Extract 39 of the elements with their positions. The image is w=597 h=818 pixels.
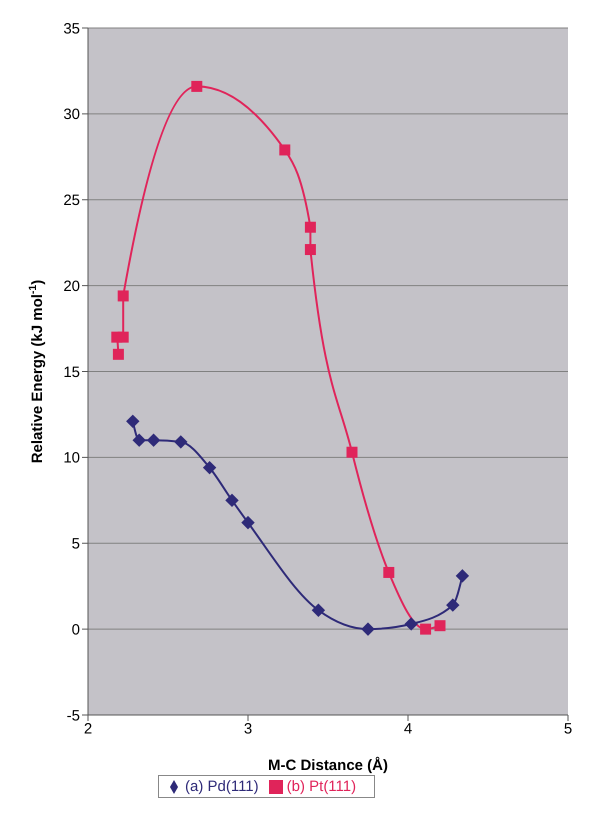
point bbox=[404, 617, 418, 630]
x-tick-label: 3 bbox=[244, 720, 252, 738]
y-tick-label: 25 bbox=[63, 192, 80, 210]
point bbox=[279, 144, 290, 156]
point bbox=[191, 80, 202, 92]
y-tick-label: -5 bbox=[66, 707, 80, 724]
point bbox=[242, 516, 254, 530]
point bbox=[362, 622, 374, 636]
legend-label: (a) Pd(111) bbox=[185, 778, 259, 795]
point bbox=[456, 569, 469, 582]
point bbox=[126, 414, 140, 428]
point bbox=[346, 446, 358, 458]
point bbox=[434, 620, 446, 632]
y-tick-label: 5 bbox=[72, 536, 80, 553]
point bbox=[446, 598, 460, 612]
point bbox=[174, 435, 188, 448]
point bbox=[304, 222, 316, 233]
y-tick-label: 15 bbox=[63, 364, 80, 381]
y-tick-label: 20 bbox=[63, 278, 80, 295]
x-tick-label: 4 bbox=[404, 720, 412, 738]
point bbox=[226, 494, 238, 507]
y-tick-label: 30 bbox=[63, 106, 80, 124]
point bbox=[312, 604, 325, 617]
point bbox=[304, 244, 316, 256]
y-tick-label: 10 bbox=[63, 450, 80, 467]
y-tick-label: 35 bbox=[63, 20, 80, 38]
point bbox=[147, 434, 160, 447]
point bbox=[112, 348, 124, 360]
point bbox=[118, 332, 129, 343]
point bbox=[383, 566, 394, 578]
point bbox=[118, 290, 129, 302]
point bbox=[420, 624, 432, 635]
legend-label: (b) Pt(111) bbox=[286, 778, 356, 795]
x-tick-label: 5 bbox=[564, 720, 572, 738]
point bbox=[203, 461, 216, 474]
x-axis-title: M-C Distance (Å) bbox=[268, 756, 388, 774]
point bbox=[132, 434, 146, 447]
x-tick-label: 2 bbox=[84, 720, 92, 738]
y-tick-label: 0 bbox=[72, 621, 80, 638]
